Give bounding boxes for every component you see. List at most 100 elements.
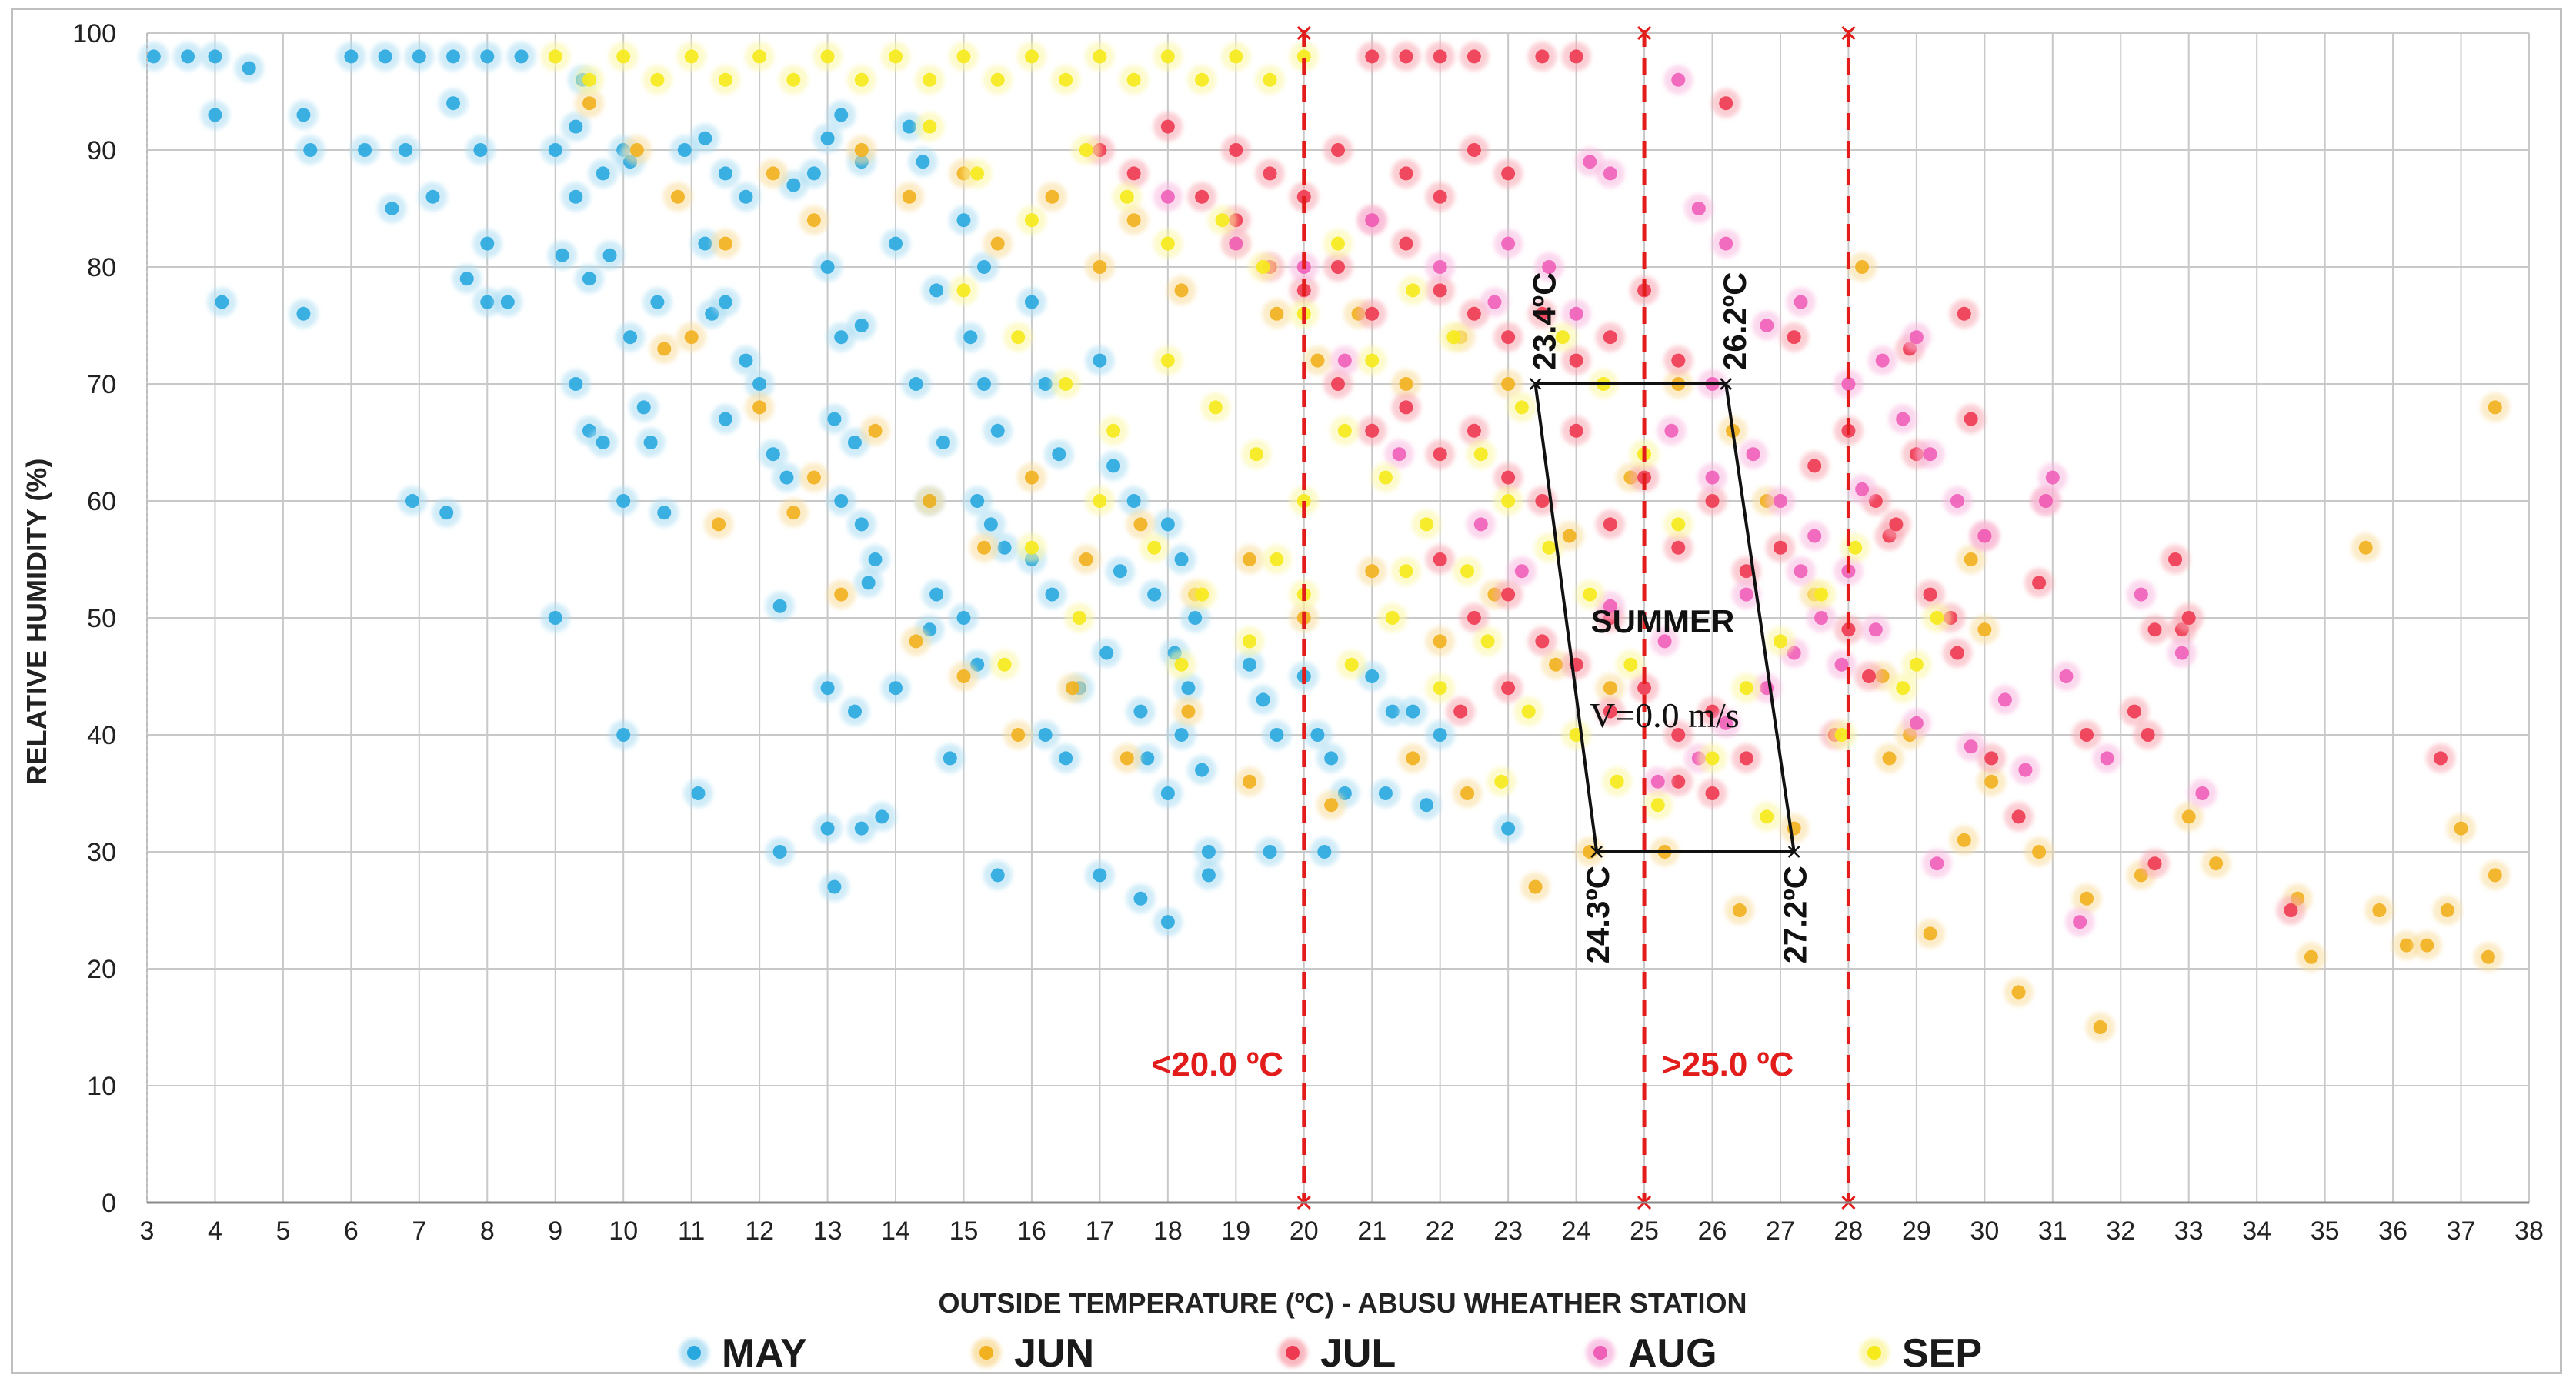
data-point: [1521, 704, 1536, 719]
data-point: [712, 517, 726, 532]
data-point: [1140, 751, 1155, 766]
data-point: [344, 49, 359, 64]
chart-frame: [11, 8, 2562, 1374]
data-point: [1535, 306, 1550, 321]
data-point: [698, 236, 712, 251]
data-point: [970, 494, 985, 508]
data-point: [1119, 189, 1134, 204]
data-point: [1889, 517, 1904, 532]
data-point: [1984, 774, 1999, 789]
x-tick-label: 6: [344, 1216, 359, 1246]
data-point: [923, 119, 937, 134]
data-point: [1406, 751, 1420, 766]
data-point: [1243, 774, 1257, 789]
data-point: [1657, 634, 1672, 649]
data-point: [1093, 353, 1107, 368]
data-point: [2080, 728, 2094, 742]
data-point: [1024, 49, 1039, 64]
x-tick-label: 16: [1017, 1216, 1046, 1246]
data-point: [854, 517, 869, 532]
data-point: [820, 260, 835, 274]
corner-marker: [1529, 378, 1542, 390]
data-point: [820, 131, 835, 145]
data-point: [2420, 938, 2434, 953]
data-point: [1011, 728, 1026, 742]
data-point: [1555, 330, 1570, 345]
data-point: [1270, 306, 1284, 321]
data-point: [2488, 868, 2502, 883]
data-point: [657, 506, 672, 520]
data-point: [1433, 283, 1447, 298]
corner-label: 26.2ºC: [1717, 272, 1753, 370]
data-point: [2059, 669, 2074, 683]
data-point: [1195, 763, 1210, 777]
data-point: [1964, 552, 1978, 566]
data-point: [1310, 728, 1325, 742]
data-point: [1719, 716, 1733, 730]
data-point: [1977, 529, 1992, 543]
data-point: [1201, 868, 1216, 883]
data-point: [636, 400, 651, 415]
x-tick-label: 32: [2106, 1216, 2135, 1246]
data-point: [1433, 260, 1447, 274]
data-point: [1310, 353, 1325, 368]
data-point: [1263, 72, 1277, 87]
data-point: [2181, 611, 2196, 625]
data-point: [1977, 622, 1992, 637]
corner-marker: [1720, 378, 1733, 390]
data-point: [868, 552, 883, 566]
data-point: [997, 540, 1012, 555]
reference-marker: [1841, 25, 1856, 41]
data-point: [2038, 494, 2053, 508]
data-point: [1583, 155, 1597, 169]
data-points: [138, 42, 2510, 1042]
data-point: [1909, 657, 1924, 672]
data-point: [1147, 540, 1162, 555]
data-point: [806, 470, 821, 485]
data-point: [1160, 517, 1175, 532]
data-point: [1957, 306, 1971, 321]
data-point: [1896, 681, 1910, 696]
data-point: [1392, 447, 1406, 462]
reference-marker: [1296, 25, 1311, 41]
data-point: [2141, 728, 2155, 742]
data-point: [1848, 540, 1863, 555]
y-tick-label: 10: [87, 1072, 116, 1101]
data-point: [956, 283, 971, 298]
data-point: [1794, 564, 1808, 579]
legend-marker: [979, 1346, 993, 1360]
data-point: [514, 49, 529, 64]
data-point: [1433, 681, 1447, 696]
data-point: [772, 845, 787, 859]
data-point: [1093, 868, 1107, 883]
data-point: [569, 119, 583, 134]
data-point: [889, 681, 903, 696]
x-tick-label: 18: [1153, 1216, 1183, 1246]
data-point: [1249, 447, 1263, 462]
axes: 3 4 5 6 7 8 9 10 11 12 13 14 15 16 17 18 19 20 21 22 23 24 25 2…: [72, 19, 2544, 1246]
x-tick-label: 13: [813, 1216, 843, 1246]
data-point: [1794, 295, 1808, 309]
data-point: [582, 72, 596, 87]
data-point: [1365, 306, 1380, 321]
data-point: [1603, 330, 1617, 345]
data-point: [1650, 774, 1665, 789]
data-point: [1406, 283, 1420, 298]
data-point: [2168, 552, 2183, 566]
data-point: [827, 879, 842, 894]
data-point: [786, 72, 801, 87]
data-point: [616, 728, 631, 742]
data-point: [1473, 447, 1488, 462]
y-tick-label: 70: [87, 370, 116, 399]
data-point: [459, 272, 474, 286]
data-point: [1331, 143, 1345, 157]
x-tick-label: 23: [1493, 1216, 1523, 1246]
data-point: [643, 436, 658, 449]
x-tick-label: 26: [1698, 1216, 1727, 1246]
data-point: [1263, 166, 1277, 181]
data-point: [1263, 845, 1277, 859]
data-point: [1671, 728, 1686, 742]
x-tick-label: 37: [2447, 1216, 2476, 1246]
data-point: [1480, 634, 1495, 649]
